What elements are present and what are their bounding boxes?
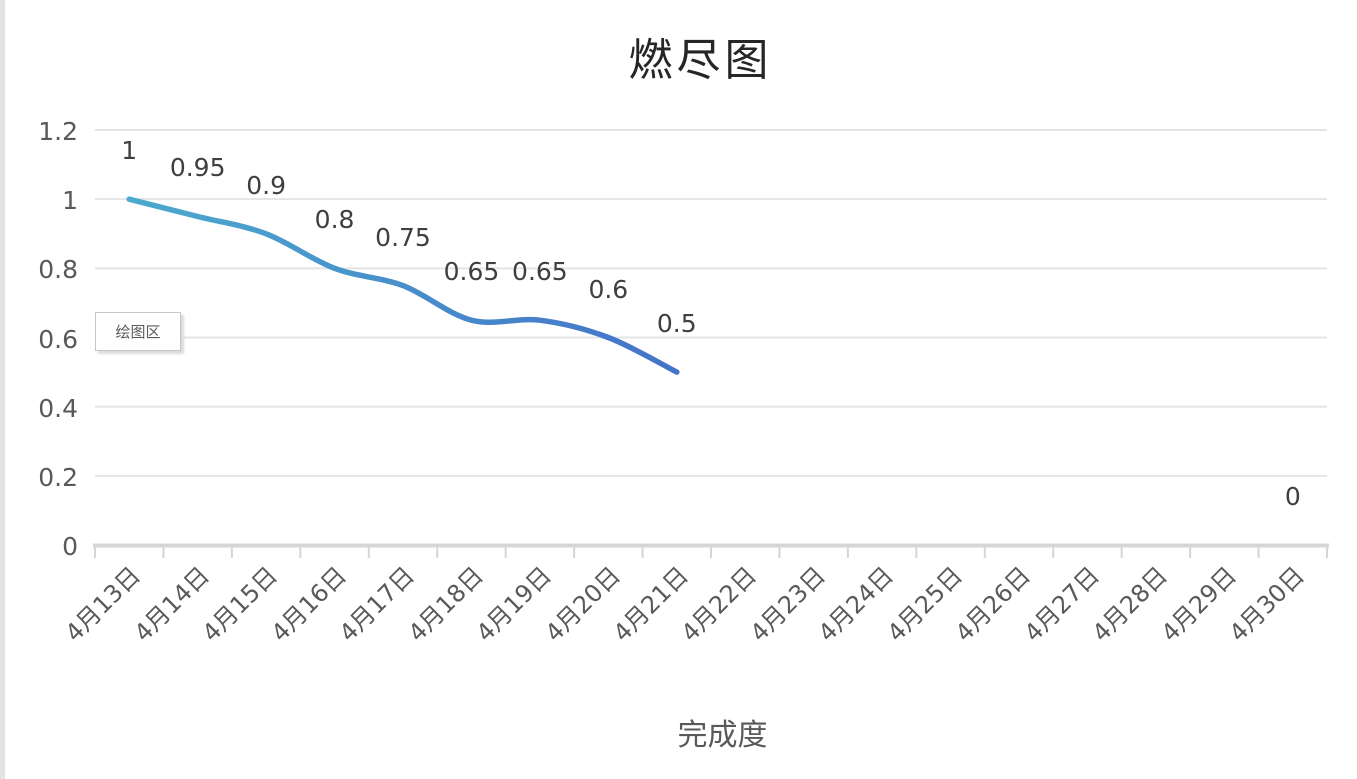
data-label: 0.8 bbox=[314, 205, 355, 235]
legend-line-icon bbox=[590, 729, 665, 735]
data-label: 0.65 bbox=[443, 257, 500, 287]
y-axis-label: 0.6 bbox=[38, 324, 78, 354]
y-axis-label: 1.2 bbox=[38, 117, 78, 146]
data-label: 0.65 bbox=[512, 257, 568, 287]
plot-area-tooltip: 绘图区 bbox=[95, 312, 181, 351]
series-line[interactable] bbox=[126, 196, 680, 375]
data-label: 0.75 bbox=[375, 222, 431, 252]
y-axis-label: 1 bbox=[62, 186, 78, 216]
y-axis-label: 0.4 bbox=[38, 393, 78, 423]
data-label: 0.95 bbox=[169, 153, 226, 183]
data-label: 0.5 bbox=[656, 309, 697, 339]
plot-area-tooltip-text: 绘图区 bbox=[115, 323, 161, 341]
y-axis-label: 0 bbox=[62, 532, 78, 561]
data-label: 0.6 bbox=[588, 274, 629, 304]
data-label: 1 bbox=[121, 136, 138, 166]
y-axis-label: 0.2 bbox=[38, 462, 78, 492]
window-left-edge bbox=[0, 0, 5, 779]
legend[interactable]: 完成度 bbox=[0, 712, 1357, 753]
chart-title[interactable]: 燃尽图 bbox=[628, 35, 773, 86]
y-axis-label: 0.8 bbox=[38, 255, 78, 285]
legend-series-label[interactable]: 完成度 bbox=[677, 718, 768, 753]
data-label: 0.9 bbox=[246, 170, 286, 200]
data-label: 0 bbox=[1284, 482, 1301, 511]
